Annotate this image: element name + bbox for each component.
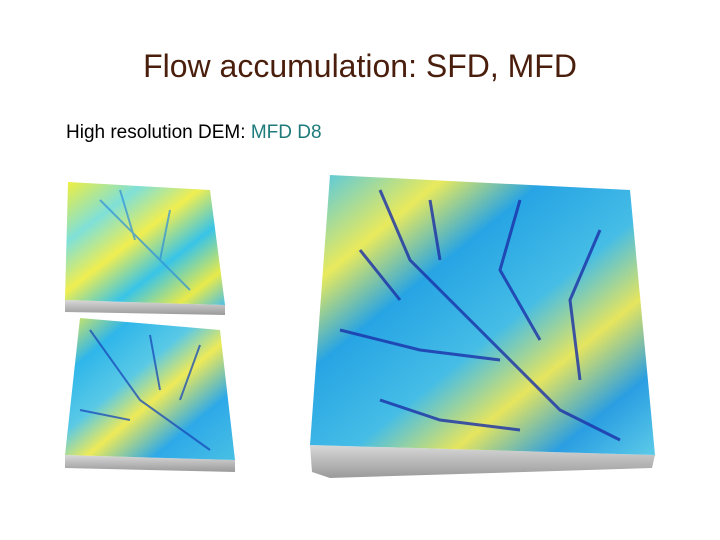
subtitle: High resolution DEM: MFD D8 [66,122,322,144]
slide-title: Flow accumulation: SFD, MFD [143,48,577,84]
terrain-small-bottom [65,318,235,472]
subtitle-highlight: MFD D8 [250,122,322,143]
terrain-large [310,175,655,478]
subtitle-text: High resolution DEM: [66,122,246,143]
terrain-small-top [65,182,225,315]
